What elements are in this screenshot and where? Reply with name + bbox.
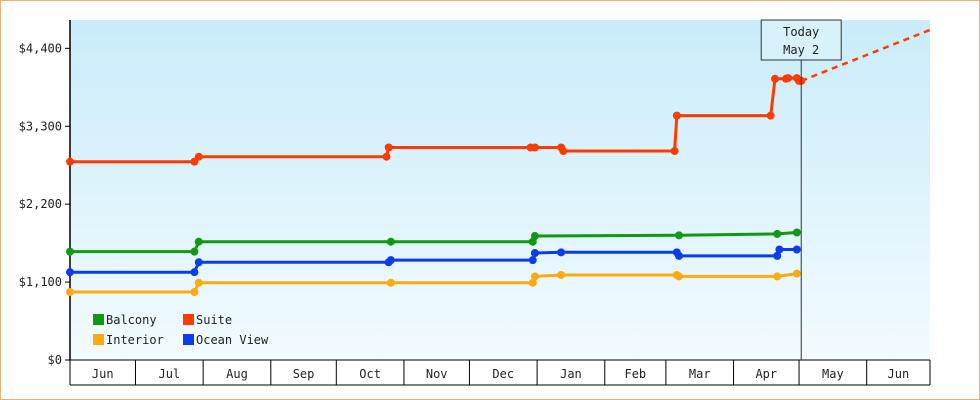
series-point (382, 152, 391, 161)
legend-label: Ocean View (196, 333, 269, 347)
series-point (194, 152, 203, 161)
x-tick-label: May (822, 367, 844, 381)
legend-label: Balcony (106, 313, 157, 327)
x-tick-label: Mar (689, 367, 711, 381)
series-point (530, 249, 539, 258)
x-tick-label: Nov (426, 367, 448, 381)
x-tick-label: Dec (492, 367, 514, 381)
series-point (190, 247, 199, 256)
series-point (771, 74, 780, 83)
series-point (190, 288, 199, 296)
x-tick-label: Jun (92, 367, 114, 381)
x-tick-label: Aug (226, 367, 248, 381)
today-label-box (760, 19, 842, 61)
series-point (66, 157, 74, 166)
series-point (773, 229, 782, 238)
series-point (528, 278, 537, 287)
x-tick-label: Apr (755, 367, 777, 381)
series-point (386, 256, 395, 265)
series-point (775, 245, 784, 254)
series-point (194, 278, 203, 287)
x-tick-label: Sep (293, 367, 315, 381)
series-point (792, 245, 801, 254)
series-point (784, 74, 793, 83)
legend-label: Interior (106, 333, 164, 347)
series-point (530, 232, 539, 241)
today-label-line1: Today (783, 25, 819, 39)
series-point (773, 272, 782, 281)
x-tick-label: Feb (624, 367, 646, 381)
x-tick-label: Jul (158, 367, 180, 381)
series-point (773, 251, 782, 260)
series-point (674, 251, 683, 260)
series-point (674, 231, 683, 240)
legend-swatch (183, 314, 194, 325)
x-tick-label: Jun (888, 367, 910, 381)
y-tick-label: $3,300 (19, 119, 62, 133)
legend-swatch (183, 334, 194, 345)
series-point (194, 258, 203, 267)
y-tick-label: $4,400 (19, 41, 62, 55)
series-point (66, 247, 74, 256)
series-point (766, 111, 775, 120)
series-point (670, 147, 679, 156)
series-point (557, 248, 566, 257)
y-tick-label: $0 (48, 353, 62, 367)
series-point (66, 288, 74, 296)
series-point (557, 271, 566, 279)
today-label-line2: May 2 (783, 43, 819, 57)
series-point (194, 237, 203, 246)
x-tick-label: Oct (359, 367, 381, 381)
series-point (792, 228, 801, 237)
y-tick-label: $1,100 (19, 275, 62, 289)
series-point (66, 268, 74, 277)
series-point (792, 269, 801, 278)
series-point (528, 256, 537, 265)
series-point (530, 272, 539, 281)
y-tick-label: $2,200 (19, 197, 62, 211)
series-point (674, 272, 683, 281)
series-point (672, 111, 681, 120)
series-point (384, 143, 393, 152)
legend-swatch (93, 314, 104, 325)
series-projection-line (800, 28, 931, 83)
x-tick-label: Jan (560, 367, 582, 381)
legend-label: Suite (196, 313, 232, 327)
series-point (386, 237, 395, 246)
legend-swatch (93, 334, 104, 345)
series-point (559, 147, 568, 156)
series-point (386, 278, 395, 287)
series-point (190, 268, 199, 277)
series-point (530, 143, 539, 152)
